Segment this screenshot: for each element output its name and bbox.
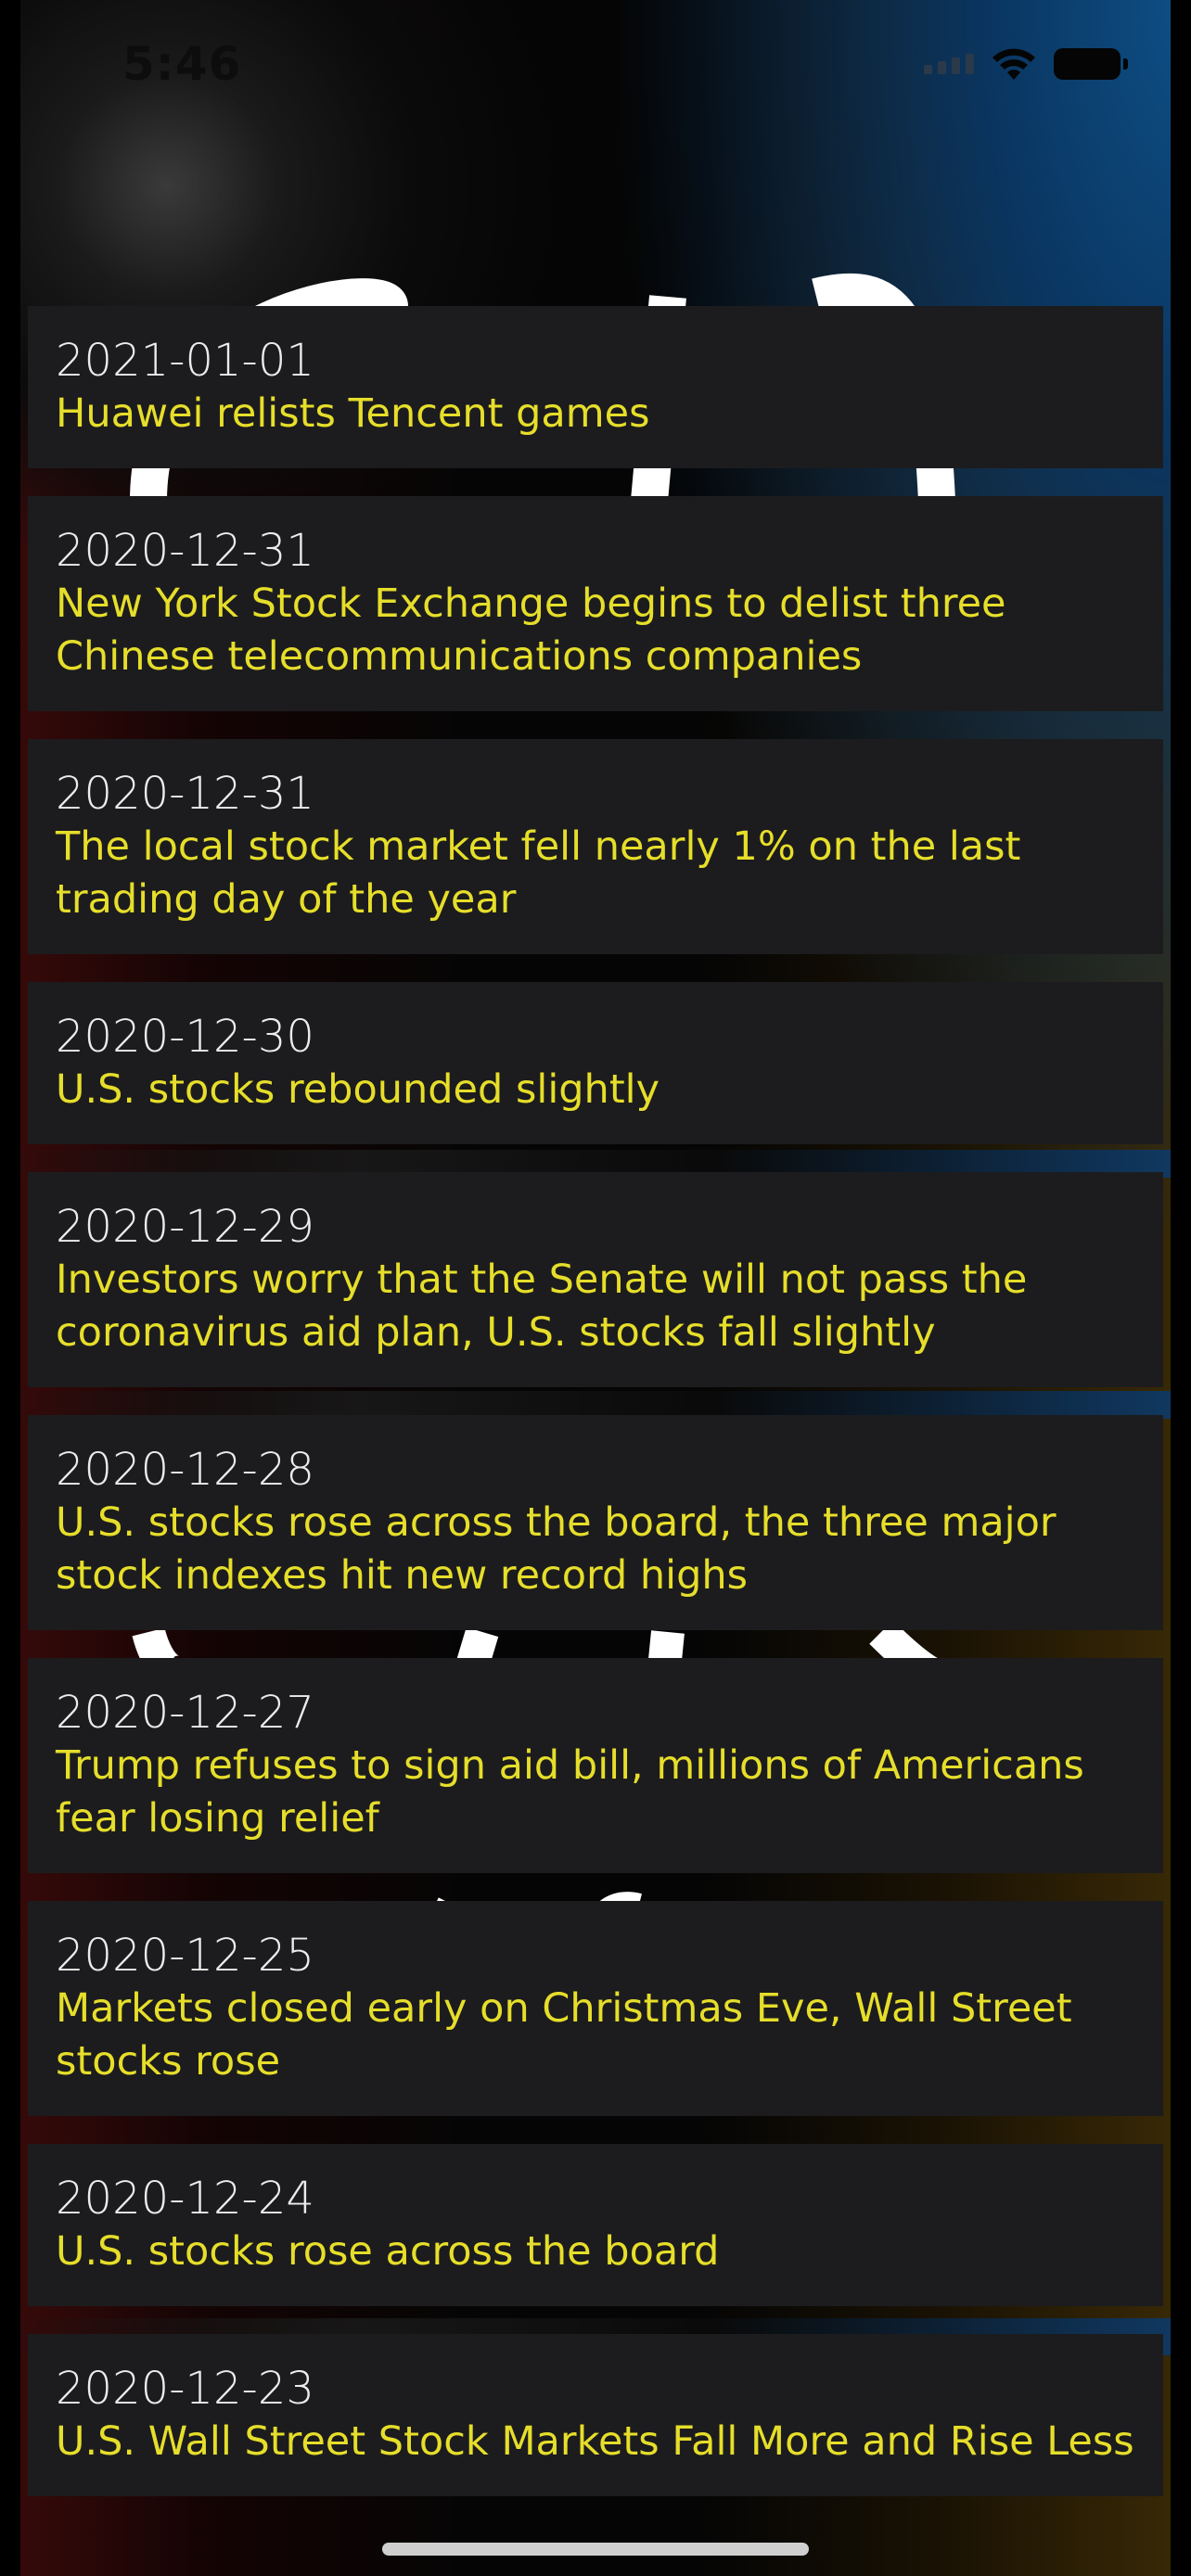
screen-edge-left — [0, 0, 20, 2576]
cellular-signal-icon — [924, 54, 974, 74]
wifi-icon — [992, 48, 1035, 80]
news-item[interactable]: 2020-12-29 Investors worry that the Sena… — [28, 1172, 1163, 1387]
news-item[interactable]: 2020-12-31 New York Stock Exchange begin… — [28, 496, 1163, 711]
news-title: U.S. Wall Street Stock Markets Fall More… — [56, 2418, 1134, 2465]
news-title: The local stock market fell nearly 1% on… — [56, 823, 1021, 923]
news-item[interactable]: 2020-12-31 The local stock market fell n… — [28, 739, 1163, 954]
background-band — [0, 1391, 1191, 1419]
battery-icon — [1054, 48, 1128, 80]
news-list[interactable]: 2021-01-01 Huawei relists Tencent games … — [28, 306, 1163, 2524]
news-title: Huawei relists Tencent games — [56, 390, 650, 437]
news-title: Markets closed early on Christmas Eve, W… — [56, 1985, 1072, 2085]
news-item[interactable]: 2020-12-25 Markets closed early on Chris… — [28, 1901, 1163, 2116]
home-indicator[interactable] — [382, 2543, 809, 2556]
news-title: U.S. stocks rose across the board — [56, 2228, 720, 2275]
news-date: 2021-01-01 — [56, 335, 314, 387]
news-item[interactable]: 2021-01-01 Huawei relists Tencent games — [28, 306, 1163, 468]
news-date: 2020-12-31 — [56, 768, 314, 820]
status-bar: 5:46 — [0, 0, 1191, 130]
news-date: 2020-12-24 — [56, 2173, 314, 2225]
news-date: 2020-12-27 — [56, 1687, 314, 1739]
news-item[interactable]: 2020-12-30 U.S. stocks rebounded slightl… — [28, 982, 1163, 1144]
news-title: U.S. stocks rose across the board, the t… — [56, 1499, 1057, 1599]
news-date: 2020-12-29 — [56, 1201, 314, 1253]
news-date: 2020-12-28 — [56, 1444, 314, 1496]
news-date: 2020-12-23 — [56, 2363, 314, 2415]
news-title: Investors worry that the Senate will not… — [56, 1256, 1028, 1356]
news-date: 2020-12-30 — [56, 1011, 314, 1063]
news-item[interactable]: 2020-12-24 U.S. stocks rose across the b… — [28, 2144, 1163, 2306]
status-time: 5:46 — [122, 37, 242, 91]
screen-edge-right — [1171, 0, 1191, 2576]
news-date: 2020-12-25 — [56, 1930, 314, 1982]
news-item[interactable]: 2020-12-27 Trump refuses to sign aid bil… — [28, 1658, 1163, 1873]
news-item[interactable]: 2020-12-23 U.S. Wall Street Stock Market… — [28, 2334, 1163, 2496]
news-title: Trump refuses to sign aid bill, millions… — [56, 1742, 1084, 1842]
news-title: New York Stock Exchange begins to delist… — [56, 580, 1006, 680]
news-title: U.S. stocks rebounded slightly — [56, 1066, 660, 1113]
status-icons — [924, 46, 1128, 82]
news-date: 2020-12-31 — [56, 525, 314, 577]
news-item[interactable]: 2020-12-28 U.S. stocks rose across the b… — [28, 1415, 1163, 1630]
